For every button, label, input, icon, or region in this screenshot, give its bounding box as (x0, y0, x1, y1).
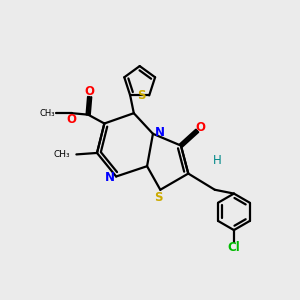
Text: O: O (85, 85, 94, 98)
Text: Cl: Cl (227, 241, 240, 254)
Text: CH₃: CH₃ (40, 109, 55, 118)
Text: O: O (66, 112, 76, 126)
Text: S: S (154, 191, 163, 205)
Text: O: O (196, 122, 206, 134)
Text: N: N (154, 126, 164, 139)
Text: S: S (138, 89, 146, 102)
Text: H: H (213, 154, 222, 167)
Text: CH₃: CH₃ (54, 150, 70, 159)
Text: N: N (105, 171, 115, 184)
